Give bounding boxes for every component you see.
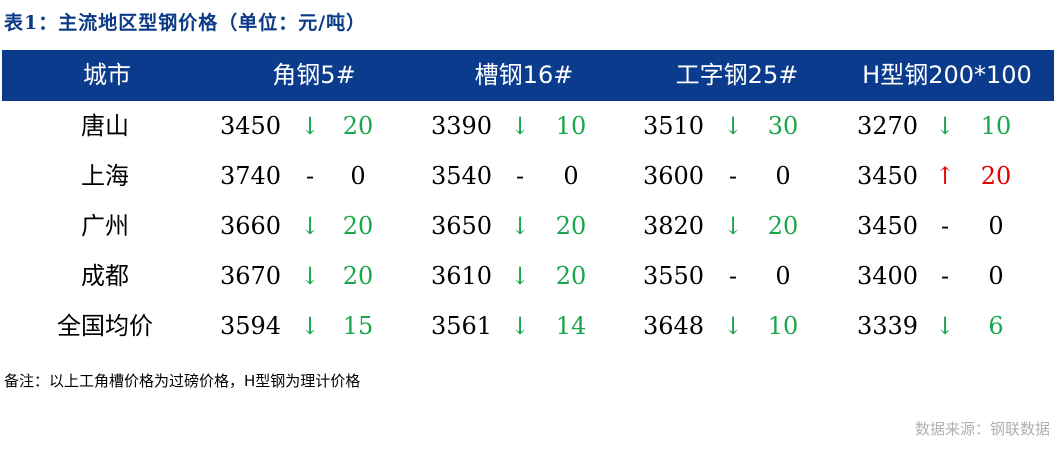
dash-icon: -: [940, 212, 950, 240]
price: 3610: [431, 262, 493, 290]
arrow-down-icon: ↓: [934, 112, 956, 140]
price: 3594: [220, 312, 282, 340]
table-header: 城市 角钢5# 槽钢16# 工字钢25# H型钢200*100: [2, 50, 1054, 101]
arrow-down-icon: ↓: [299, 262, 321, 290]
price-change: 10: [555, 112, 587, 140]
price-change: 0: [775, 162, 791, 190]
price: 3450: [220, 112, 282, 140]
table-row: 上海 3740-0 3540-0 3600-0 3450 ↑ 20: [0, 151, 1054, 201]
dash-icon: -: [515, 162, 525, 190]
price-change: 20: [342, 212, 374, 240]
dash-icon: -: [940, 262, 950, 290]
arrow-down-icon: ↓: [722, 112, 744, 140]
table-row: 全国均价 3594 ↓ 15 3561 ↓ 14 3648 ↓ 10 3339 ↓ 6: [0, 301, 1054, 351]
price: 3450: [857, 162, 919, 190]
table-row: 成都 3670 ↓ 20 3610 ↓ 20 3550-0 3400-0: [0, 251, 1054, 301]
column-header: 城市: [83, 61, 131, 89]
arrow-down-icon: ↓: [509, 312, 531, 340]
arrow-down-icon: ↓: [299, 112, 321, 140]
arrow-down-icon: ↓: [722, 212, 744, 240]
price-change: 30: [767, 112, 799, 140]
price-change: 20: [767, 212, 799, 240]
arrow-down-icon: ↓: [299, 212, 321, 240]
column-header: 槽钢16#: [474, 61, 574, 89]
column-header: H型钢200*100: [862, 61, 1032, 89]
arrow-down-icon: ↓: [299, 312, 321, 340]
arrow-down-icon: ↓: [509, 212, 531, 240]
price: 3390: [431, 112, 493, 140]
price-change: 20: [555, 212, 587, 240]
price: 3600: [643, 162, 705, 190]
city-name: 广州: [81, 212, 129, 240]
price: 3339: [857, 312, 919, 340]
price: 3740: [220, 162, 282, 190]
price: 3450: [857, 212, 919, 240]
table-title: 表1：主流地区型钢价格（单位：元/吨）: [4, 12, 367, 34]
price: 3820: [643, 212, 705, 240]
price: 3660: [220, 212, 282, 240]
data-source: 数据来源：钢联数据: [914, 420, 1050, 438]
price-change: 14: [555, 312, 587, 340]
table-row: 广州 3660 ↓ 20 3650 ↓ 20 3820 ↓ 20 3450- 0: [0, 201, 1054, 251]
arrow-down-icon: ↓: [722, 312, 744, 340]
price-change: 0: [988, 262, 1004, 290]
price-change: 20: [555, 262, 587, 290]
price-change: 6: [988, 312, 1004, 340]
price-change: 15: [342, 312, 374, 340]
city-name: 全国均价: [57, 312, 153, 340]
price-change: 0: [563, 162, 579, 190]
price-change: 20: [342, 262, 374, 290]
arrow-down-icon: ↓: [934, 312, 956, 340]
price-change: 0: [988, 212, 1004, 240]
dash-icon: -: [728, 262, 738, 290]
price: 3550: [643, 262, 705, 290]
price-change: 0: [350, 162, 366, 190]
city-name: 上海: [81, 162, 129, 190]
price: 3650: [431, 212, 493, 240]
dash-icon: -: [305, 162, 315, 190]
footnote: 备注：以上工角槽价格为过磅价格，H型钢为理计价格: [4, 372, 361, 390]
price: 3670: [220, 262, 282, 290]
column-header: 工字钢25#: [675, 61, 799, 89]
column-header: 角钢5#: [272, 61, 356, 89]
price: 3648: [643, 312, 705, 340]
table-row: 唐山 3450 ↓ 20 3390 ↓ 10 3510 ↓ 30 3270 ↓ 10: [0, 101, 1054, 151]
price-change: 10: [767, 312, 799, 340]
price-change: 20: [342, 112, 374, 140]
price: 3540: [431, 162, 493, 190]
city-name: 成都: [81, 262, 129, 290]
arrow-down-icon: ↓: [509, 112, 531, 140]
price: 3400: [857, 262, 919, 290]
dash-icon: -: [728, 162, 738, 190]
city-name: 唐山: [81, 112, 129, 140]
price-change: 20: [980, 162, 1012, 190]
price: 3561: [431, 312, 493, 340]
price-change: 10: [980, 112, 1012, 140]
arrow-down-icon: ↓: [509, 262, 531, 290]
price: 3270: [857, 112, 919, 140]
price-change: 0: [775, 262, 791, 290]
arrow-up-icon: ↑: [934, 162, 956, 190]
price: 3510: [643, 112, 705, 140]
